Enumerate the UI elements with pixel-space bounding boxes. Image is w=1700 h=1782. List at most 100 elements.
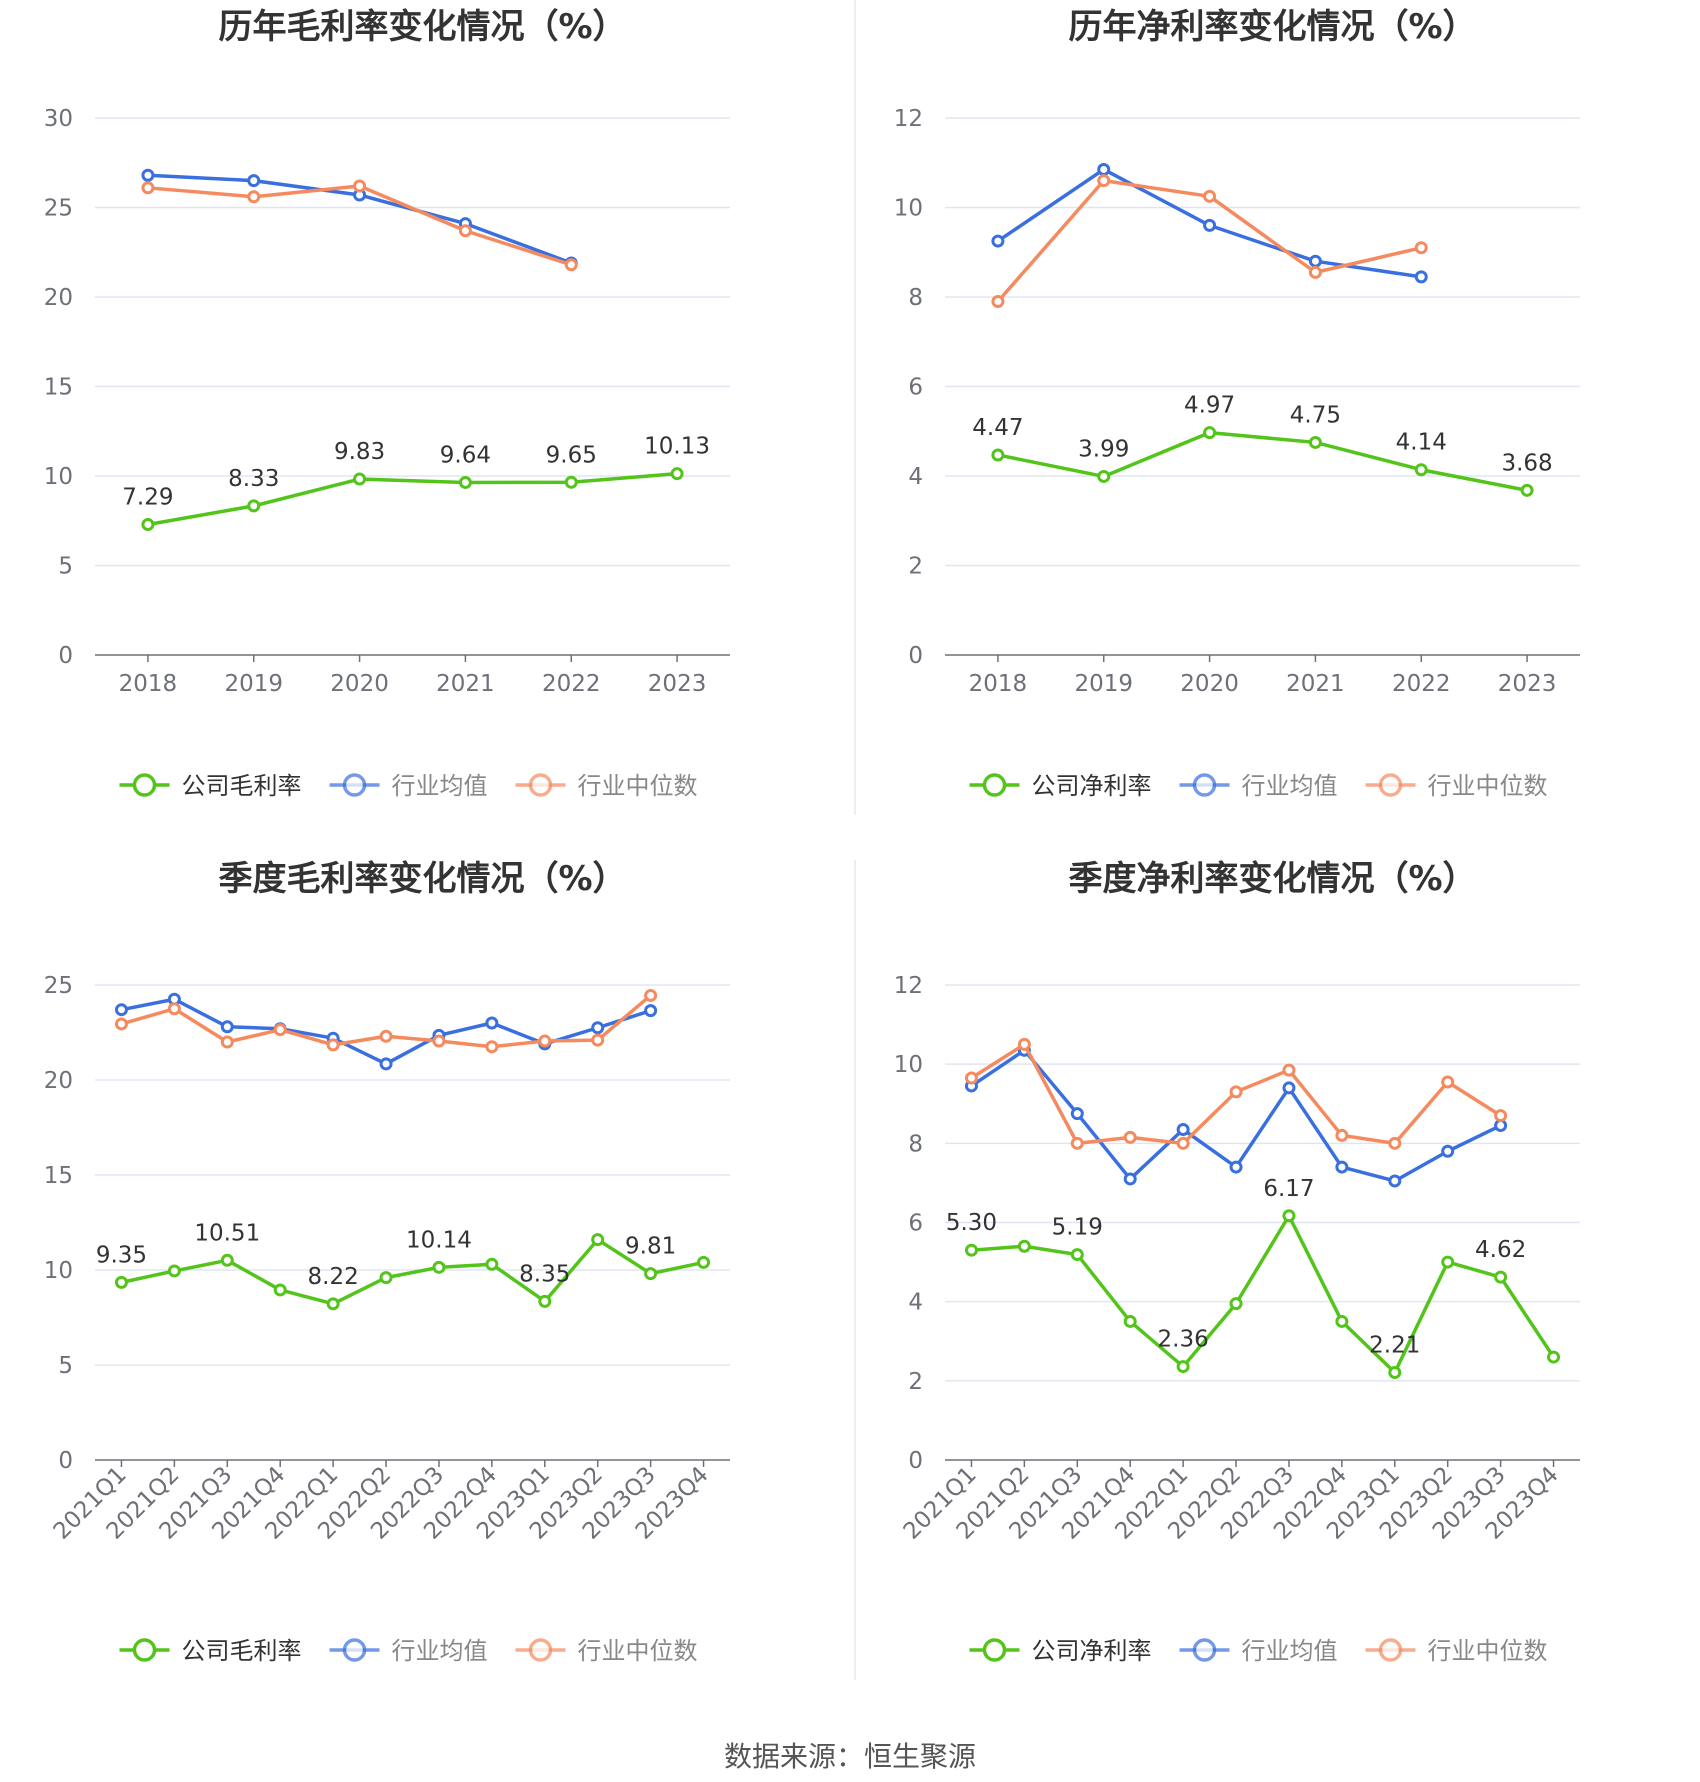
data-point-company [1282,1209,1296,1223]
legend-marker-avg [342,773,367,797]
data-point-company [379,1271,393,1285]
chart-title: 季度毛利率变化情况（%） [218,859,626,899]
data-point-company [1070,1248,1084,1262]
data-point-median [1123,1130,1137,1144]
legend-marker-company [982,773,1007,797]
y-tick-label: 8 [908,285,923,311]
data-label: 10.13 [644,434,710,460]
data-point-avg [1335,1160,1349,1174]
data-point-company [1308,435,1322,449]
data-point-company [1414,463,1428,477]
x-tick-label: 2018 [969,671,1028,697]
data-point-median [564,258,578,272]
data-point-median [1441,1075,1455,1089]
data-label: 9.65 [546,442,597,468]
data-point-avg [591,1021,605,1035]
data-point-company [1494,1270,1508,1284]
data-label: 9.81 [625,1234,676,1260]
data-point-median [458,224,472,238]
y-tick-label: 15 [44,1163,73,1189]
y-tick-label: 20 [44,285,73,311]
series-line-company [121,1237,704,1306]
x-tick-label: 2022 [542,671,601,697]
series-line-company [971,1214,1556,1375]
data-label: 7.29 [122,485,173,511]
x-tick-label: 2019 [1074,671,1133,697]
legend-marker-median [1378,773,1403,797]
data-label: 9.83 [334,439,385,465]
legend-label: 公司净利率 [1032,1637,1152,1665]
data-label: 9.35 [96,1242,147,1268]
data-point-company [964,1243,978,1257]
x-tick-label: 2022 [1392,671,1451,697]
legend-marker-avg [342,1638,367,1662]
data-point-company [644,1267,658,1281]
x-tick-label: 2019 [224,671,283,697]
data-point-median [326,1038,340,1052]
data-point-company [458,475,472,489]
data-source-note: 数据来源：恒生聚源 [723,1740,976,1773]
data-label: 5.30 [946,1210,997,1236]
y-tick-label: 12 [894,106,923,132]
data-label: 2.36 [1158,1327,1209,1353]
y-tick-label: 0 [58,643,73,669]
data-point-company [353,472,367,486]
legend-label: 行业中位数 [1428,1637,1548,1665]
y-tick-label: 5 [58,1353,73,1379]
legend-marker-avg [1192,1638,1217,1662]
legend-marker-median [528,773,553,797]
data-label: 9.64 [440,442,491,468]
y-tick-label: 25 [44,196,73,222]
data-point-median [1097,174,1111,188]
data-point-median [1494,1109,1508,1123]
y-tick-label: 0 [908,643,923,669]
data-point-avg [247,174,261,188]
legend-label: 行业中位数 [1428,772,1548,800]
data-point-avg [1282,1081,1296,1095]
legend-marker-company [982,1638,1007,1662]
data-point-company [1520,483,1534,497]
data-point-avg [1229,1160,1243,1174]
x-tick-label: 2020 [330,671,389,697]
data-point-avg [1388,1174,1402,1188]
data-label: 10.14 [406,1227,472,1253]
data-point-median [1308,265,1322,279]
data-point-avg [141,168,155,182]
data-point-avg [1070,1107,1084,1121]
data-point-median [1176,1136,1190,1150]
data-point-company [247,499,261,513]
data-point-company [591,1233,605,1247]
data-point-median [247,190,261,204]
legend-label: 行业均值 [392,772,488,800]
data-point-avg [114,1003,128,1017]
y-tick-label: 10 [894,196,923,222]
y-tick-label: 4 [908,1290,923,1316]
data-point-company [1335,1314,1349,1328]
data-point-avg [1176,1122,1190,1136]
data-point-company [1123,1314,1137,1328]
data-point-median [1229,1085,1243,1099]
x-tick-label: 2023 [648,671,707,697]
data-point-company [432,1260,446,1274]
data-point-avg [220,1020,234,1034]
data-point-median [379,1029,393,1043]
y-tick-label: 30 [44,106,73,132]
data-label: 8.33 [228,466,279,492]
legend-marker-median [1378,1638,1403,1662]
legend-label: 行业均值 [1242,772,1338,800]
data-point-company [697,1255,711,1269]
y-tick-label: 10 [44,464,73,490]
data-point-company [485,1257,499,1271]
chart-title: 历年毛利率变化情况（%） [218,7,626,47]
data-point-median [964,1071,978,1085]
y-tick-label: 0 [58,1448,73,1474]
data-point-median [273,1023,287,1037]
data-point-company [538,1294,552,1308]
data-point-avg [991,234,1005,248]
data-point-median [1282,1063,1296,1077]
legend-label: 公司毛利率 [182,1637,302,1665]
chart-panel: 季度净利率变化情况（%）0246810122021Q12021Q22021Q32… [894,859,1580,1665]
data-point-avg [1308,254,1322,268]
chart-panel: 历年净利率变化情况（%） 0 2 4 6 8 10 12 2018 2019 2020 2021 202… [894,7,1580,800]
